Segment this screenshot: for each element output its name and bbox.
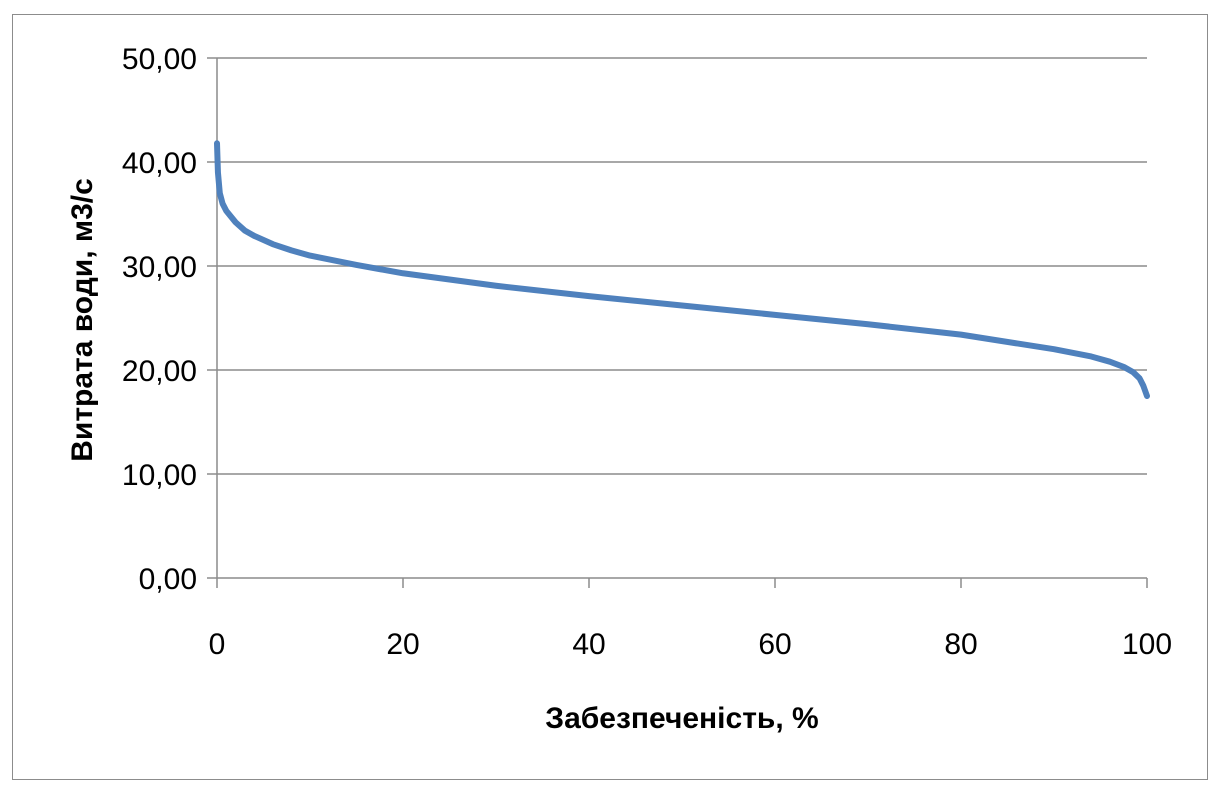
axes xyxy=(207,57,1148,588)
x-tick-label: 80 xyxy=(944,628,977,661)
x-tick-label: 0 xyxy=(209,628,226,661)
series-line-0 xyxy=(214,140,1150,399)
y-tick-label: 10,00 xyxy=(122,459,197,492)
x-axis-title: Забезпеченість, % xyxy=(545,702,818,735)
y-tick-label: 40,00 xyxy=(122,147,197,180)
y-tick-label: 30,00 xyxy=(122,251,197,284)
chart-frame xyxy=(12,14,1208,780)
x-tick-label: 20 xyxy=(386,628,419,661)
x-tick-labels: 0 20 40 60 80 100 xyxy=(209,628,1172,661)
plot-area xyxy=(214,140,1150,399)
y-axis-title: Витрата води, м3/с xyxy=(66,178,99,462)
x-tick-label: 60 xyxy=(758,628,791,661)
x-tick-label: 100 xyxy=(1122,628,1172,661)
y-tick-labels: 0,00 10,00 20,00 30,00 40,00 50,00 xyxy=(122,43,197,596)
y-tick-label: 50,00 xyxy=(122,43,197,76)
x-tick-label: 40 xyxy=(572,628,605,661)
y-tick-label: 20,00 xyxy=(122,355,197,388)
y-tick-label: 0,00 xyxy=(139,563,197,596)
